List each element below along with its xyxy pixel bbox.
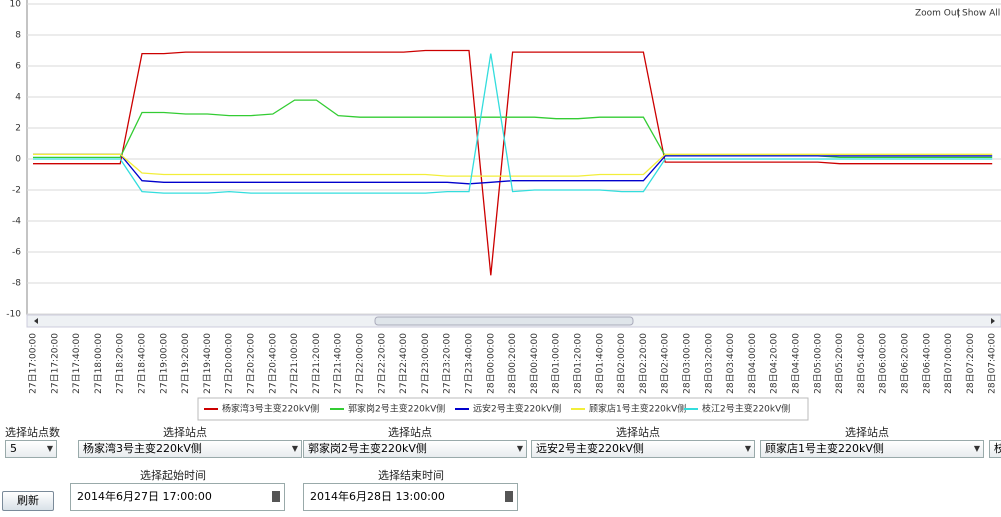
x-tick-label: 28日01:20:00 xyxy=(573,333,584,394)
x-tick-label: 27日21:20:00 xyxy=(311,333,322,394)
legend-label: 杨家湾3号主变220kV侧 xyxy=(222,403,319,415)
x-tick-label: 28日06:20:00 xyxy=(900,333,911,394)
series-line xyxy=(33,153,993,177)
x-tick-label: 28日02:20:00 xyxy=(638,333,649,394)
x-tick-label: 28日06:00:00 xyxy=(878,333,889,394)
y-tick-label: -6 xyxy=(12,248,21,258)
y-tick-label: -4 xyxy=(12,217,21,227)
station-name: 远安2号主变220kV侧 xyxy=(536,442,644,455)
station-select[interactable]: 郭家岗2号主变220kV侧 ▼ xyxy=(303,440,527,458)
x-tick-label: 27日20:20:00 xyxy=(246,333,257,394)
start-time-input[interactable]: 2014年6月27日 17:00:00 xyxy=(70,483,285,511)
x-tick-label: 28日07:40:00 xyxy=(987,333,998,394)
x-tick-label: 27日18:40:00 xyxy=(137,333,148,394)
y-tick-label: 0 xyxy=(15,155,21,165)
x-tick-label: 27日18:00:00 xyxy=(93,333,104,394)
scroll-thumb[interactable] xyxy=(374,316,634,326)
y-tick-label: 8 xyxy=(15,31,21,41)
station-name: 顾家店1号主变220kV侧 xyxy=(765,442,884,455)
x-tick-label: 28日07:00:00 xyxy=(943,333,954,394)
x-tick-label: 28日04:00:00 xyxy=(747,333,758,394)
zoom-out[interactable]: Zoom Out xyxy=(915,9,961,19)
x-tick-label: 28日05:00:00 xyxy=(812,333,823,394)
x-tick-label: 28日07:20:00 xyxy=(965,333,976,394)
x-tick-label: 27日20:00:00 xyxy=(224,333,235,394)
x-tick-label: 28日01:00:00 xyxy=(551,333,562,394)
station-select[interactable]: 杨家湾3号主变220kV侧 ▼ xyxy=(78,440,302,458)
station-label: 选择站点 xyxy=(616,426,660,439)
station-name: 郭家岗2号主变220kV侧 xyxy=(308,442,427,455)
x-tick-label: 27日19:40:00 xyxy=(202,333,213,394)
x-tick-label: 28日05:40:00 xyxy=(856,333,867,394)
x-tick-label: 28日02:00:00 xyxy=(616,333,627,394)
station-select[interactable]: 枝江2号主变220kV侧▼ xyxy=(989,440,1001,458)
station-label: 选择站点 xyxy=(163,426,207,439)
chart: Zoom Out | Show All -10 -8 -6 -4 -2 0 2 4 6 8 10 27… xyxy=(6,0,1001,421)
x-tick-label: 27日22:40:00 xyxy=(398,333,409,394)
x-tick-label: 27日21:40:00 xyxy=(333,333,344,394)
series-line xyxy=(33,53,993,194)
station-count-value: 5 xyxy=(10,442,17,455)
start-label: 选择起始时间 xyxy=(140,469,206,482)
x-tick-label: 27日21:00:00 xyxy=(289,333,300,394)
end-time: 2014年6月28日 13:00:00 xyxy=(310,490,445,503)
y-tick-label: 10 xyxy=(10,0,22,10)
toolbar-separator: | xyxy=(957,9,960,19)
x-tick-label: 27日18:20:00 xyxy=(115,333,126,394)
y-tick-label: -10 xyxy=(6,310,21,320)
series-line xyxy=(33,153,993,185)
legend-label: 枝江2号主变220kV侧 xyxy=(702,403,790,415)
x-tick-label: 28日05:20:00 xyxy=(834,333,845,394)
x-tick-label: 27日23:00:00 xyxy=(420,333,431,394)
x-tick-label: 28日03:00:00 xyxy=(682,333,693,394)
station-label: 选择站点 xyxy=(845,426,889,439)
x-tick-label: 28日04:40:00 xyxy=(791,333,802,394)
x-tick-label: 27日19:00:00 xyxy=(158,333,169,394)
x-tick-label: 27日23:40:00 xyxy=(464,333,475,394)
x-tick-label: 28日04:20:00 xyxy=(769,333,780,394)
y-tick-label: 4 xyxy=(15,93,21,103)
x-tick-label: 28日06:40:00 xyxy=(921,333,932,394)
end-label: 选择结束时间 xyxy=(378,469,444,482)
x-tick-label: 27日19:20:00 xyxy=(180,333,191,394)
y-tick-label: -2 xyxy=(12,186,21,196)
station-name: 枝江2号主变220kV侧 xyxy=(994,442,1001,455)
y-tick-label: -8 xyxy=(12,279,21,289)
legend-label: 顾家店1号主变220kV侧 xyxy=(589,403,686,415)
legend-box xyxy=(197,397,809,421)
legend-label: 远安2号主变220kV侧 xyxy=(473,403,561,415)
station-count-select[interactable]: 5 ▼ xyxy=(5,440,57,458)
station-select[interactable]: 远安2号主变220kV侧 ▼ xyxy=(531,440,755,458)
x-tick-label: 28日00:40:00 xyxy=(529,333,540,394)
x-tick-label: 28日03:40:00 xyxy=(725,333,736,394)
x-tick-label: 28日00:20:00 xyxy=(507,333,518,394)
refresh-button[interactable]: 刷新 xyxy=(2,491,54,511)
y-tick-label: 6 xyxy=(15,62,21,72)
x-tick-label: 27日17:40:00 xyxy=(71,333,82,394)
x-tick-label: 27日17:00:00 xyxy=(28,333,39,394)
station-count-label: 选择站点数 xyxy=(5,426,60,439)
series-line xyxy=(33,99,993,159)
x-tick-label: 28日02:40:00 xyxy=(660,333,671,394)
start-time: 2014年6月27日 17:00:00 xyxy=(77,490,212,503)
legend-label: 郭家岗2号主变220kV侧 xyxy=(348,403,445,415)
show-all[interactable]: Show All xyxy=(962,9,1000,19)
x-tick-label: 27日22:20:00 xyxy=(376,333,387,394)
x-tick-label: 27日23:20:00 xyxy=(442,333,453,394)
plot-bg xyxy=(27,0,1001,330)
x-tick-label: 28日00:00:00 xyxy=(485,333,496,394)
end-time-input[interactable]: 2014年6月28日 13:00:00 xyxy=(303,483,518,511)
y-tick-label: 2 xyxy=(15,124,21,134)
x-tick-label: 27日20:40:00 xyxy=(267,333,278,394)
station-select[interactable]: 顾家店1号主变220kV侧 ▼ xyxy=(760,440,984,458)
x-tick-label: 28日01:40:00 xyxy=(594,333,605,394)
station-name: 杨家湾3号主变220kV侧 xyxy=(83,442,202,455)
station-label: 选择站点 xyxy=(388,426,432,439)
x-tick-label: 27日17:20:00 xyxy=(49,333,60,394)
x-tick-label: 27日22:00:00 xyxy=(355,333,366,394)
series-line xyxy=(33,49,993,276)
x-tick-label: 28日03:20:00 xyxy=(703,333,714,394)
